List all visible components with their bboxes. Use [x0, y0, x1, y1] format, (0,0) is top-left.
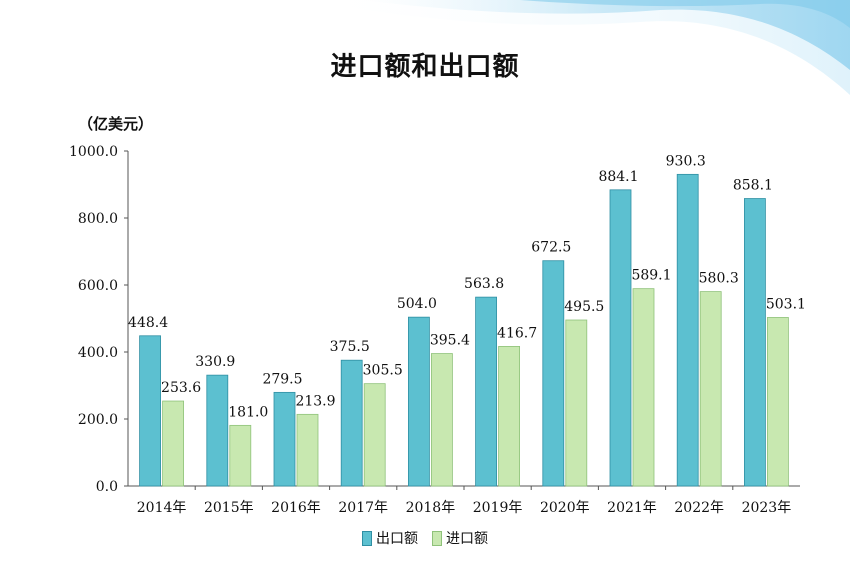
bar-import	[498, 346, 521, 487]
x-tick-label: 2017年	[338, 500, 388, 516]
x-tick-label: 2018年	[406, 500, 456, 516]
bar-export	[542, 260, 565, 487]
y-tick-label: 200.0	[78, 412, 118, 428]
data-label-export: 504.0	[397, 296, 437, 312]
data-label-import: 395.4	[430, 333, 470, 349]
legend-item-import: 进口额	[432, 528, 488, 548]
data-label-import: 416.7	[497, 325, 537, 341]
bar-import	[229, 424, 252, 487]
bar-import	[632, 288, 655, 487]
y-tick-label: 1000.0	[69, 144, 118, 160]
y-tick-label: 800.0	[78, 211, 118, 227]
legend-swatch-export	[362, 530, 372, 546]
data-label-export: 563.8	[464, 276, 504, 292]
data-label-export: 279.5	[262, 371, 302, 387]
bar-import	[767, 317, 789, 487]
bar-import	[363, 383, 386, 487]
bar-import	[565, 319, 588, 487]
y-tick-label: 400.0	[78, 345, 118, 361]
x-tick-label: 2020年	[540, 500, 590, 516]
bar-export	[206, 374, 229, 487]
bar-export	[676, 173, 699, 487]
bar-export	[609, 189, 632, 487]
bar-export	[744, 198, 766, 487]
legend-item-export: 出口额	[362, 528, 418, 548]
bar-import	[430, 353, 453, 487]
bar-import	[162, 400, 185, 487]
bar-import	[296, 413, 319, 487]
data-label-import: 580.3	[699, 271, 739, 287]
data-label-import: 495.5	[564, 299, 604, 315]
bar-export	[340, 359, 363, 487]
x-tick-label: 2019年	[473, 500, 523, 516]
bar-export	[475, 296, 498, 487]
x-tick-label: 2021年	[607, 500, 657, 516]
bar-export	[273, 391, 296, 487]
data-label-import: 213.9	[295, 393, 335, 409]
y-axis-unit-label: （亿美元）	[78, 115, 154, 133]
x-tick-label: 2015年	[204, 500, 254, 516]
data-label-export: 884.1	[598, 169, 638, 185]
legend-swatch-import	[432, 530, 442, 546]
x-tick-label: 2022年	[674, 500, 724, 516]
legend-label-import: 进口额	[446, 531, 488, 547]
legend-label-export: 出口额	[376, 531, 418, 547]
y-tick-label: 0.0	[96, 479, 118, 495]
data-label-export: 672.5	[531, 240, 571, 256]
x-tick-label: 2023年	[742, 500, 792, 516]
y-tick-label: 600.0	[78, 278, 118, 294]
data-label-import: 305.5	[363, 363, 403, 379]
chart-title: 进口额和出口额	[330, 52, 520, 82]
data-label-export: 858.1	[733, 178, 773, 194]
data-label-export: 448.4	[128, 315, 168, 331]
data-label-export: 930.3	[666, 153, 706, 169]
bar-import	[699, 291, 722, 487]
data-label-import: 181.0	[228, 404, 268, 420]
data-label-import: 503.1	[766, 296, 806, 312]
bar-export	[139, 335, 162, 487]
chart-legend: 出口额 进口额	[0, 528, 850, 548]
data-label-export: 330.9	[195, 354, 235, 370]
data-label-import: 589.1	[631, 268, 671, 284]
data-label-export: 375.5	[330, 339, 370, 355]
x-tick-label: 2014年	[137, 500, 187, 516]
bar-export	[407, 316, 430, 487]
data-label-import: 253.6	[161, 380, 201, 396]
x-tick-label: 2016年	[271, 500, 321, 516]
